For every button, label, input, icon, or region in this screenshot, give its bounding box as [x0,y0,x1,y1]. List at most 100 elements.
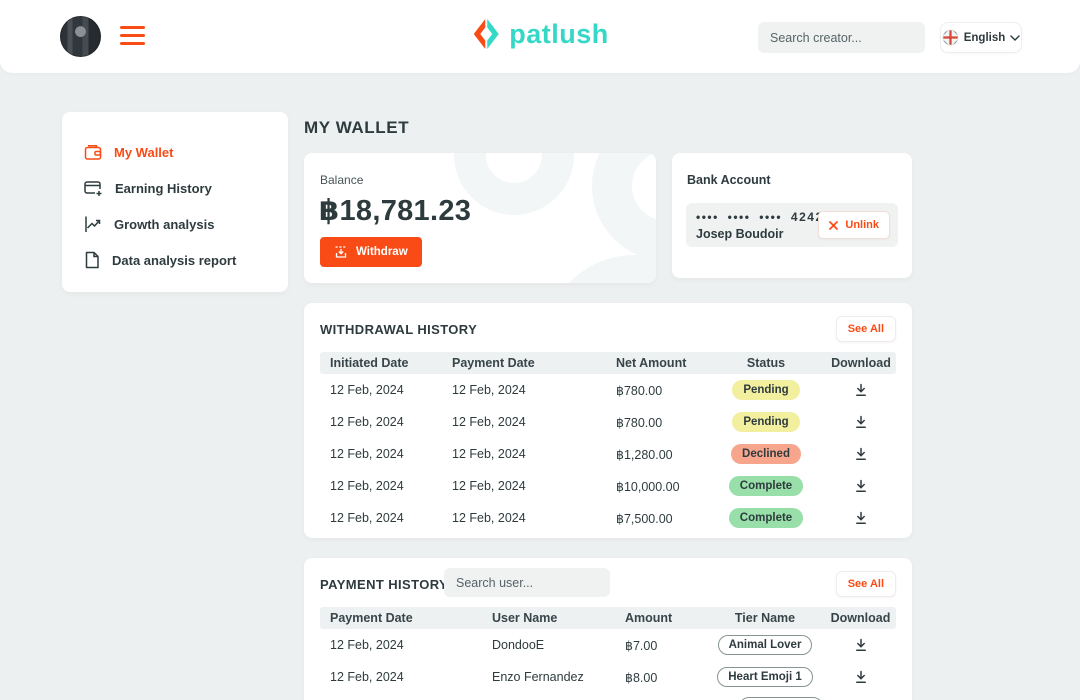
table-row: 12 Feb, 2024 12 Feb, 2024 ฿780.00 Pendin… [320,374,896,406]
initiated-date: 12 Feb, 2024 [330,511,404,525]
logo[interactable]: patlush [471,18,609,50]
hamburger-menu-icon[interactable] [120,26,145,45]
payment-date: 12 Feb, 2024 [452,415,526,429]
status-badge: Complete [728,508,804,528]
balance-amount: ฿18,781.23 [319,195,472,227]
withdrawal-see-all-button[interactable]: See All [835,316,896,342]
sidebar-item-earning-history[interactable]: Earning History [84,170,288,206]
column-header: User Name [492,611,558,625]
status-badge: Declined [731,444,801,464]
linked-bank-account: •••• •••• •••• 4242 Josep Boudoir Unlink [686,203,898,247]
table-row: 12 Feb, 2024 12 Feb, 2024 ฿780.00 Pendin… [320,406,896,438]
withdrawal-table-header: Initiated Date Payment Date Net Amount S… [320,352,896,374]
search-user-input[interactable] [444,568,610,597]
withdraw-button[interactable]: Withdraw [320,237,422,267]
download-icon[interactable] [854,479,868,493]
net-amount: ฿780.00 [616,383,663,398]
card-plus-icon [84,180,103,197]
tier-badge: Animal Lover [717,635,813,655]
payment-date: 12 Feb, 2024 [452,447,526,461]
wallet-icon [84,144,102,161]
net-amount: ฿10,000.00 [616,479,680,494]
withdrawal-history-title: WITHDRAWAL HISTORY [320,321,478,337]
column-header: Initiated Date [330,356,409,370]
withdraw-icon [334,245,348,259]
decorative-ring [544,255,656,283]
payment-date: 12 Feb, 2024 [330,638,404,652]
payment-date: 12 Feb, 2024 [330,670,404,684]
initiated-date: 12 Feb, 2024 [330,447,404,461]
download-icon[interactable] [854,415,868,429]
column-header: Status [746,356,786,370]
user-name: Enzo Fernandez [492,670,584,684]
sidebar-item-growth-analysis[interactable]: Growth analysis [84,206,288,242]
payment-history-card: PAYMENT HISTORY See All Payment Date Use… [304,558,912,700]
table-row: 12 Feb, 2024 12 Feb, 2024 ฿1,280.00 Decl… [320,438,896,470]
tier-badge: Heart Emoji 1 [717,667,813,687]
document-icon [84,251,100,269]
sidebar-item-label: Earning History [115,180,212,196]
withdraw-button-label: Withdraw [356,246,408,258]
payment-date: 12 Feb, 2024 [452,511,526,525]
search-creator-input[interactable] [758,22,925,53]
column-header: Payment Date [330,611,413,625]
avatar[interactable] [60,16,101,57]
net-amount: ฿1,280.00 [616,447,673,462]
balance-label: Balance [320,173,364,187]
sidebar-item-label: Data analysis report [112,252,237,268]
payment-table-header: Payment Date User Name Amount Tier Name … [320,607,896,629]
download-icon[interactable] [854,383,868,397]
payment-history-title: PAYMENT HISTORY [320,576,449,592]
bank-account-card: Bank Account •••• •••• •••• 4242 Josep B… [672,153,912,278]
x-icon [829,220,839,230]
card-holder-name: Josep Boudoir [696,227,784,241]
table-row: 12 Feb, 2024 DondooE ฿7.00 Animal Lover [320,629,896,661]
balance-card: Balance ฿18,781.23 Withdraw [304,153,656,283]
unlink-button[interactable]: Unlink [818,211,890,239]
column-header: Tier Name [734,611,796,625]
net-amount: ฿780.00 [616,415,663,430]
table-row: 12 Feb, 2024 Enzo Fernandez ฿8.00 Heart … [320,661,896,693]
withdrawal-history-card: WITHDRAWAL HISTORY See All Initiated Dat… [304,303,912,538]
status-badge: Pending [732,412,800,432]
sidebar: My Wallet Earning History Growth analysi… [62,112,288,292]
sidebar-item-label: My Wallet [114,144,174,160]
download-icon[interactable] [854,638,868,652]
logo-wordmark: patlush [509,18,609,49]
column-header: Amount [625,611,673,625]
decorative-ring [454,153,574,215]
download-icon[interactable] [854,670,868,684]
language-label: English [963,31,1006,44]
chevron-down-icon [1010,34,1020,41]
initiated-date: 12 Feb, 2024 [330,415,404,429]
sidebar-item-my-wallet[interactable]: My Wallet [84,134,288,170]
column-header: Payment Date [452,356,535,370]
bank-account-title: Bank Account [687,173,771,187]
top-header: patlush English [0,0,1080,73]
payment-see-all-button[interactable]: See All [835,571,896,597]
language-selector[interactable]: English [940,22,1022,53]
payment-date: 12 Feb, 2024 [452,383,526,397]
growth-chart-icon [84,215,102,233]
status-badge: Complete [728,476,804,496]
table-row: 12 Feb, 2024 12 Feb, 2024 ฿10,000.00 Com… [320,470,896,502]
table-row: 12 Feb, 2024 12 Feb, 2024 ฿7,500.00 Comp… [320,502,896,534]
download-icon[interactable] [854,447,868,461]
column-header: Download [831,356,891,370]
initiated-date: 12 Feb, 2024 [330,479,404,493]
card-number: •••• •••• •••• 4242 [696,210,824,224]
decorative-ring [592,153,656,261]
status-badge: Pending [732,380,800,400]
initiated-date: 12 Feb, 2024 [330,383,404,397]
column-header: Download [830,611,891,625]
amount: ฿7.00 [625,638,658,653]
sidebar-item-data-analysis-report[interactable]: Data analysis report [84,242,288,278]
logo-diamond-icon [471,18,501,50]
download-icon[interactable] [854,511,868,525]
user-name: DondooE [492,638,545,652]
sidebar-item-label: Growth analysis [114,216,215,232]
unlink-button-label: Unlink [845,219,879,231]
net-amount: ฿7,500.00 [616,511,673,526]
column-header: Net Amount [616,356,687,370]
amount: ฿8.00 [625,670,658,685]
